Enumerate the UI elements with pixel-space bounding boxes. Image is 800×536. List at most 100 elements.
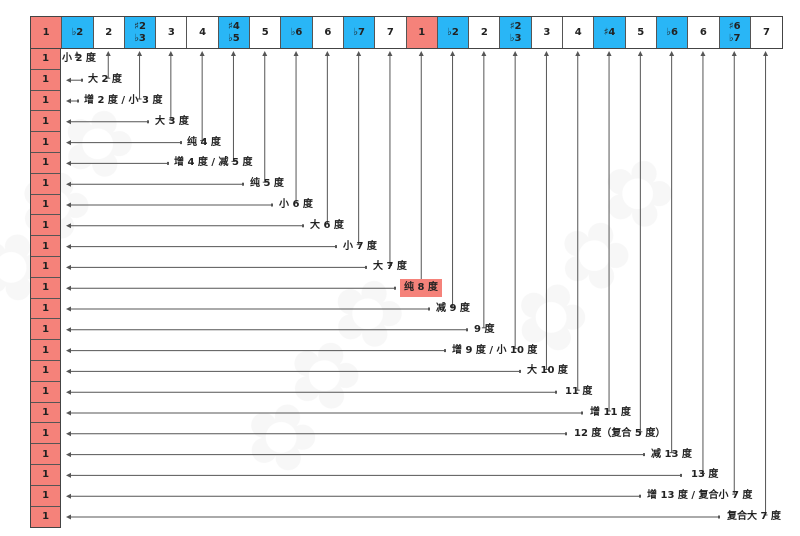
degree-label: 2 [480,26,488,38]
interval-label: 增 11 度 [590,407,631,418]
header-cell: 5 [250,17,282,48]
header-cell: 6 [312,17,344,48]
degree-label: ♭2 [71,26,84,38]
header-cell: 3 [531,17,564,48]
header-cell: 6 [688,17,720,48]
degree-label: ♯6 [728,20,741,32]
degree-label: 2 [105,26,113,38]
degree-label: 6 [699,26,707,38]
root-cell: 1 [31,298,61,320]
degree-label: 4 [199,26,207,38]
interval-label: 纯 5 度 [250,178,284,190]
interval-label: 大 3 度 [155,115,189,127]
header-cell: ♯6 ♭7 [719,17,751,48]
degree-label: ♭6 [666,26,678,38]
interval-label: 小 6 度 [279,199,313,210]
degree-label: 4 [574,26,582,38]
header-cell: 4 [563,17,595,48]
degree-label: 5 [637,26,645,38]
root-cell: 1 [31,319,61,341]
header-cell: 7 [750,17,783,48]
degree-label-alt: ♭5 [228,32,240,44]
degree-label: ♯4 [228,20,240,32]
header-cell: 4 [187,17,219,48]
header-cell: ♯4 ♭5 [218,17,251,48]
interval-label: 增 13 度 / 复合小 7 度 [647,490,753,502]
degree-label: ♯2 [134,20,146,32]
header-cell: ♯2 ♭3 [124,17,157,48]
root-cell: 1 [31,464,61,486]
scale-degree-header: 1 ♭2 2 ♯2 ♭3 3 4 ♯4 ♭5 5 ♭6 6 ♭7 7 1 ♭2 2 ♯2 ♭3 3 4 ♯4 5 ♭6 6 ♯6 ♭… [30,16,784,49]
root-cell: 1 [31,173,61,195]
interval-label: 减 9 度 [436,303,470,314]
root-cell: 1 [31,49,61,70]
root-cell: 1 [31,236,61,257]
interval-label: 大 7 度 [373,261,407,273]
degree-label-alt: ♭7 [728,32,741,44]
root-cell: 1 [31,152,61,174]
interval-label: 纯 4 度 [187,136,221,148]
degree-label: 7 [762,26,770,38]
degree-label: 3 [543,26,551,38]
interval-label: 小 7 度 [343,240,377,252]
header-cell: 7 [375,17,407,48]
root-cell: 1 [31,111,61,133]
interval-label: 复合大 7 度 [727,511,781,522]
root-cell: 1 [31,423,61,445]
degree-label: ♭2 [447,26,459,38]
interval-label: 小 2 度 [62,53,96,65]
header-cell: ♭6 [656,17,689,48]
header-cell: ♭7 [343,17,376,48]
root-cell: 1 [31,132,61,153]
degree-label: 7 [386,26,394,38]
root-cell: 1 [31,215,61,237]
degree-label: 1 [418,26,426,38]
interval-label: 9 度 [474,323,495,335]
header-cell: ♯2 ♭3 [500,17,532,48]
degree-label-alt: ♭3 [509,32,522,44]
root-cell: 1 [31,381,61,403]
header-cell: ♭2 [437,17,470,48]
interval-label: 12 度（复合 5 度） [574,427,666,439]
header-cell: ♭2 [62,17,94,48]
degree-label: ♯4 [603,26,616,38]
header-cell: ♭6 [281,17,313,48]
degree-label: 5 [261,26,269,38]
interval-label: 11 度 [565,386,593,398]
header-cell: 1 [406,17,438,48]
root-cell: 1 [31,194,61,216]
root-cell: 1 [31,506,61,528]
root-cell: 1 [31,402,61,424]
interval-label: 纯 8 度 [400,279,442,298]
root-cell: 1 [31,69,61,91]
degree-label: ♭6 [290,26,303,38]
interval-label: 大 2 度 [88,74,122,86]
degree-label: ♯2 [509,20,522,32]
interval-label: 大 10 度 [527,365,568,377]
root-cell: 1 [31,485,61,507]
header-cell: 3 [156,17,188,48]
degree-label-alt: ♭3 [134,32,146,44]
degree-label: 1 [42,26,50,38]
degree-label: 3 [167,26,175,38]
header-cell: 2 [469,17,501,48]
interval-label: 增 4 度 / 减 5 度 [174,157,253,169]
header-cell: 1 [31,17,63,48]
interval-label: 13 度 [691,469,719,481]
degree-label: 6 [324,26,332,38]
degree-label: ♭7 [353,26,365,38]
header-cell: 5 [625,17,657,48]
header-cell: 2 [93,17,125,48]
interval-label: 增 9 度 / 小 10 度 [452,344,538,356]
interval-label: 增 2 度 / 小 3 度 [84,95,163,106]
root-cell: 1 [31,256,61,278]
root-cell: 1 [31,444,61,465]
root-cell: 1 [31,90,61,112]
root-cell: 1 [31,360,61,382]
interval-label: 大 6 度 [310,219,344,231]
root-cell: 1 [31,277,61,299]
interval-label: 减 13 度 [651,448,692,460]
root-cell: 1 [31,340,61,361]
